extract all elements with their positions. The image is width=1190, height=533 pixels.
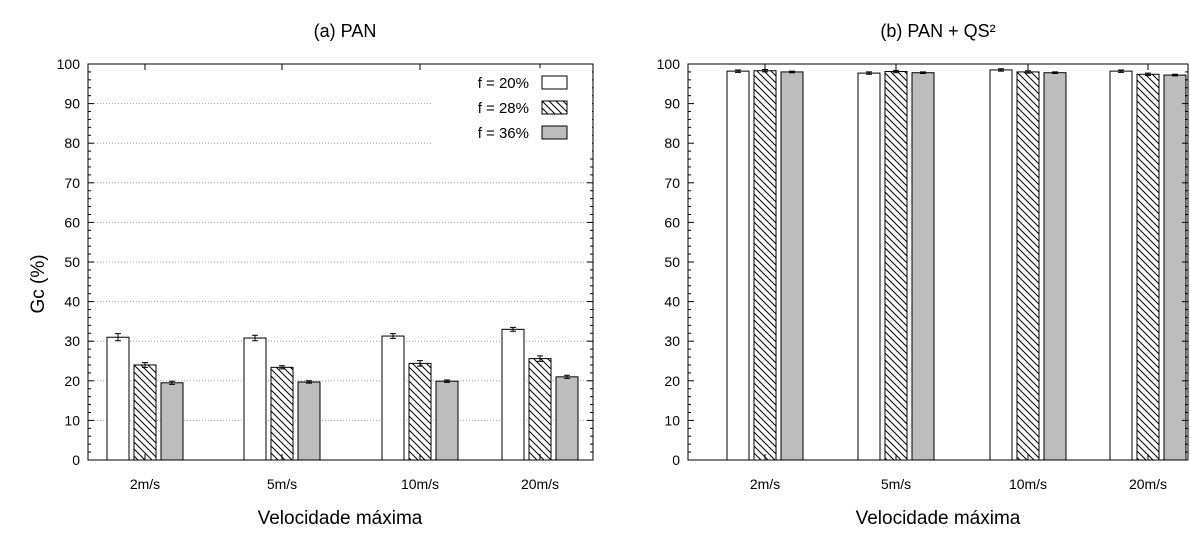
y-tick-label: 30 bbox=[664, 333, 680, 349]
legend-label-f36: f = 36% bbox=[478, 125, 529, 142]
error-bar bbox=[306, 380, 312, 384]
y-tick-label: 40 bbox=[64, 294, 80, 310]
y-tick-label: 10 bbox=[664, 412, 680, 428]
chart-a-ylabel: Gc (%) bbox=[28, 254, 49, 313]
bar-a-f20-2ms bbox=[106, 336, 130, 461]
x-tick-label: 2m/s bbox=[750, 476, 780, 492]
x-tick-label: 5m/s bbox=[267, 476, 297, 492]
legend-swatch-f36 bbox=[541, 125, 568, 140]
error-bar bbox=[998, 68, 1004, 72]
y-tick-label: 50 bbox=[64, 254, 80, 270]
chart-b-xlabel: Velocidade máxima bbox=[856, 508, 1021, 529]
error-bar bbox=[444, 379, 450, 383]
error-bar bbox=[169, 380, 175, 385]
chart-a-xlabel: Velocidade máxima bbox=[258, 508, 423, 529]
error-bar bbox=[1052, 71, 1058, 75]
bar-a-f28-2ms bbox=[133, 364, 157, 461]
bar-b-f20-10ms bbox=[989, 69, 1013, 461]
error-bar bbox=[564, 374, 570, 379]
bar-b-f28-5ms bbox=[884, 71, 908, 461]
error-bar bbox=[1118, 69, 1124, 73]
x-tick-label: 20m/s bbox=[521, 476, 559, 492]
error-bar bbox=[735, 69, 741, 73]
y-tick-label: 60 bbox=[64, 214, 80, 230]
bar-a-f20-10ms bbox=[381, 335, 405, 461]
x-tick-label: 10m/s bbox=[401, 476, 439, 492]
panel-b: (b) PAN + QS² Velocidade máxima 0 10 20 30 4… bbox=[657, 21, 1189, 529]
bar-b-f28-10ms bbox=[1016, 71, 1040, 461]
y-tick-label: 0 bbox=[72, 452, 80, 468]
bar-a-f36-20ms bbox=[555, 376, 579, 461]
y-tick-label: 70 bbox=[664, 175, 680, 191]
y-tick-label: 100 bbox=[657, 56, 681, 72]
bar-b-f28-2ms bbox=[753, 70, 777, 461]
bar-a-f36-5ms bbox=[297, 381, 321, 461]
bar-a-f28-10ms bbox=[408, 362, 432, 461]
x-tick-label: 2m/s bbox=[130, 476, 160, 492]
bar-b-f28-20ms bbox=[1136, 73, 1160, 461]
legend-label-f28: f = 28% bbox=[478, 100, 529, 117]
error-bar bbox=[537, 355, 543, 362]
bar-a-f36-2ms bbox=[160, 382, 184, 461]
y-tick-label: 90 bbox=[664, 96, 680, 112]
error-bar bbox=[417, 360, 423, 367]
error-bar bbox=[510, 326, 516, 332]
bar-a-f36-10ms bbox=[435, 380, 459, 461]
legend-swatch-f28 bbox=[541, 100, 568, 115]
y-tick-label: 80 bbox=[664, 135, 680, 151]
bar-b-f20-5ms bbox=[857, 72, 881, 461]
y-tick-label: 80 bbox=[64, 135, 80, 151]
legend-label-f20: f = 20% bbox=[478, 75, 529, 92]
bar-b-f36-5ms bbox=[911, 72, 935, 461]
x-tick-label: 5m/s bbox=[881, 476, 911, 492]
error-bar bbox=[920, 71, 926, 75]
chart-a-title: (a) PAN bbox=[314, 21, 377, 41]
chart-b-title: (b) PAN + QS² bbox=[880, 21, 995, 41]
y-tick-label: 20 bbox=[64, 373, 80, 389]
bar-b-f20-2ms bbox=[726, 70, 750, 461]
y-tick-label: 60 bbox=[664, 214, 680, 230]
chart-b-frame bbox=[687, 63, 1189, 461]
error-bar bbox=[789, 70, 795, 74]
error-bar bbox=[1172, 73, 1178, 77]
error-bar bbox=[279, 365, 285, 370]
bar-a-f28-20ms bbox=[528, 358, 552, 461]
y-tick-label: 100 bbox=[57, 56, 81, 72]
y-tick-label: 20 bbox=[664, 373, 680, 389]
error-bar bbox=[866, 71, 872, 75]
bar-b-f20-20ms bbox=[1109, 70, 1133, 461]
bar-a-f28-5ms bbox=[270, 366, 294, 461]
error-bar bbox=[1145, 72, 1151, 76]
bar-b-f36-2ms bbox=[780, 71, 804, 461]
y-tick-label: 90 bbox=[64, 96, 80, 112]
error-bar bbox=[1025, 70, 1031, 74]
y-tick-label: 0 bbox=[672, 452, 680, 468]
x-tick-label: 20m/s bbox=[1129, 476, 1167, 492]
error-bar bbox=[142, 362, 148, 368]
bar-b-f36-10ms bbox=[1043, 72, 1067, 461]
x-tick-label: 10m/s bbox=[1009, 476, 1047, 492]
panel-a: (a) PAN Gc (%) Velocidade máxima 0 10 20 30… bbox=[28, 21, 594, 529]
y-tick-label: 30 bbox=[64, 333, 80, 349]
error-bar bbox=[252, 334, 258, 342]
y-tick-label: 10 bbox=[64, 412, 80, 428]
y-tick-label: 70 bbox=[64, 175, 80, 191]
bar-a-f20-20ms bbox=[501, 328, 525, 461]
y-tick-label: 50 bbox=[664, 254, 680, 270]
error-bar bbox=[893, 69, 899, 74]
chart-a-frame bbox=[87, 63, 594, 461]
chart-a-legend: f = 20% f = 28% f = 36% bbox=[432, 68, 592, 154]
error-bar bbox=[390, 333, 396, 339]
legend-swatch-f20 bbox=[541, 75, 568, 90]
bar-a-f20-5ms bbox=[243, 337, 267, 461]
bar-b-f36-20ms bbox=[1163, 74, 1187, 461]
y-tick-label: 40 bbox=[664, 294, 680, 310]
error-bar bbox=[115, 333, 121, 342]
